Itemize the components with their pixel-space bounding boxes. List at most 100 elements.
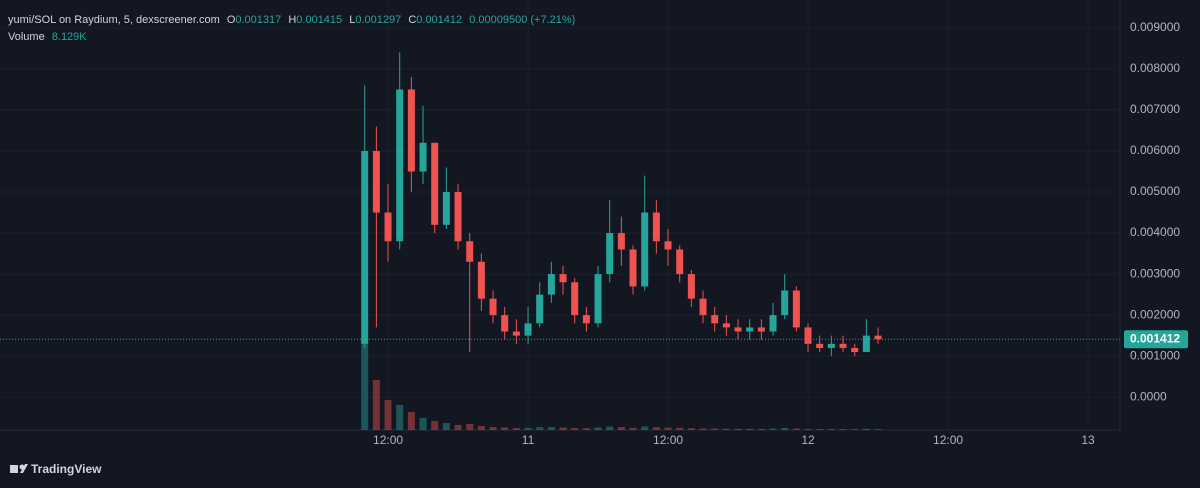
- candle-body: [769, 315, 777, 332]
- volume-bar: [524, 427, 532, 430]
- volume-bar: [792, 428, 800, 430]
- volume-bar: [407, 412, 415, 430]
- volume-bar: [851, 429, 859, 430]
- volume-bar: [361, 340, 369, 430]
- candle-body: [722, 323, 730, 328]
- logo-mark: [10, 465, 18, 473]
- volume-bar: [372, 380, 380, 430]
- volume-bar: [419, 418, 427, 430]
- volume-bar: [769, 428, 777, 430]
- candle-body: [711, 315, 719, 324]
- volume-bar: [664, 427, 672, 430]
- y-tick-label: 0.0000: [1130, 389, 1167, 403]
- volume-bar: [862, 428, 870, 430]
- y-tick-label: 0.002000: [1130, 307, 1180, 321]
- volume-bar: [477, 426, 485, 430]
- candle-body: [781, 290, 789, 316]
- candle-body: [804, 327, 812, 344]
- volume-bar: [734, 428, 742, 430]
- candle-body: [606, 233, 614, 275]
- y-tick-label: 0.005000: [1130, 184, 1180, 198]
- ohlc-key: H: [288, 14, 297, 26]
- candle-body: [442, 192, 450, 225]
- candle-body: [641, 212, 649, 287]
- volume-bar: [816, 429, 824, 430]
- candle-body: [652, 212, 660, 242]
- volume-bar: [746, 428, 754, 430]
- legend-row: yumi/SOL on Raydium, 5, dexscreener.com …: [8, 14, 579, 26]
- candle-body: [734, 327, 742, 332]
- ohlc-key: O: [226, 14, 236, 26]
- volume-bar: [547, 427, 555, 430]
- volume-bar: [536, 427, 544, 430]
- last-price-label: 0.001412: [1130, 331, 1180, 345]
- candle-body: [372, 150, 380, 213]
- candle-body: [524, 323, 532, 336]
- candle-body: [629, 249, 637, 287]
- volume-bar: [722, 428, 730, 430]
- candle-body: [384, 212, 392, 242]
- volume-bar: [396, 405, 404, 430]
- candle-body: [361, 150, 369, 344]
- candle-body: [851, 347, 859, 353]
- candle-body: [862, 335, 870, 353]
- volume-bar: [617, 427, 625, 430]
- volume-bar: [641, 426, 649, 430]
- candle-body: [407, 89, 415, 172]
- candle-body: [501, 315, 509, 332]
- logo: TradingView: [10, 462, 102, 476]
- candle-body: [466, 241, 474, 262]
- x-tick-label: 12:00: [933, 433, 963, 447]
- volume-bar: [804, 428, 812, 430]
- candle-body: [582, 315, 590, 324]
- y-tick-label: 0.004000: [1130, 225, 1180, 239]
- candle-body: [489, 298, 497, 316]
- volume-bar: [466, 424, 474, 430]
- candle-body: [664, 241, 672, 250]
- y-tick-label: 0.007000: [1130, 102, 1180, 116]
- x-tick-label: 12:00: [373, 433, 403, 447]
- volume-bar: [501, 427, 509, 430]
- candle-body: [454, 192, 462, 242]
- volume-bar: [431, 421, 439, 430]
- y-tick-label: 0.006000: [1130, 143, 1180, 157]
- candle-body: [617, 233, 625, 250]
- volume-bar: [711, 428, 719, 430]
- candle-body: [559, 274, 567, 283]
- ohlc-key: L: [349, 14, 356, 26]
- candle-body: [757, 327, 765, 332]
- x-tick-label: 12:00: [653, 433, 683, 447]
- candle-body: [594, 274, 602, 324]
- candle-body: [676, 249, 684, 275]
- volume-bar: [652, 427, 660, 430]
- candle-body: [687, 274, 695, 299]
- symbol: yumi/SOL on Raydium, 5, dexscreener.com: [8, 14, 220, 26]
- candle-body: [431, 142, 439, 225]
- x-tick-label: 11: [522, 433, 535, 447]
- candle-body: [571, 282, 579, 316]
- volume-bar: [839, 429, 847, 430]
- volume-bar: [559, 427, 567, 430]
- volume-bar: [454, 425, 462, 430]
- candle-body: [699, 298, 707, 316]
- volume-bar: [687, 428, 695, 430]
- candle-body: [839, 343, 847, 348]
- volume-bar: [606, 426, 614, 430]
- volume-bar: [629, 427, 637, 430]
- ohlc-value: 0.001317: [235, 14, 282, 26]
- candle-body: [816, 343, 824, 348]
- volume-bar: [571, 428, 579, 430]
- volume-bar: [874, 429, 882, 430]
- volume-bar: [827, 429, 835, 430]
- volume-value: 8.129K: [51, 31, 87, 43]
- brand: TradingView: [31, 462, 102, 476]
- candle-body: [396, 89, 404, 242]
- candle-body: [536, 294, 544, 324]
- y-tick-label: 0.008000: [1130, 61, 1180, 75]
- y-tick-label: 0.009000: [1130, 20, 1180, 34]
- volume-key: Volume: [8, 31, 45, 43]
- y-tick-label: 0.003000: [1130, 266, 1180, 280]
- volume-bar: [676, 427, 684, 430]
